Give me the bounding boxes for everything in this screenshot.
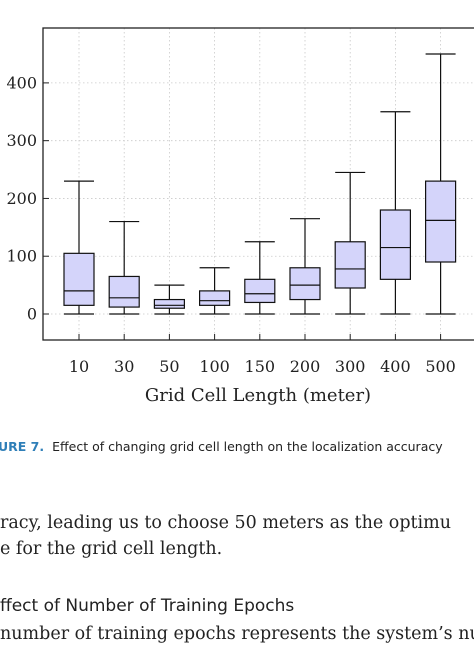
box-500: [425, 53, 457, 315]
box-iqr-150: [244, 278, 276, 304]
y-tick-label-100: 100: [6, 247, 37, 266]
box-400: [379, 111, 411, 315]
y-tick-label-0: 0: [27, 305, 37, 324]
boxes: [63, 53, 457, 315]
box-300: [334, 171, 366, 315]
box-iqr-10: [63, 252, 95, 306]
box-iqr-400: [379, 209, 411, 280]
figure-caption: URE 7. Effect of changing grid cell lengt…: [0, 439, 474, 454]
box-200: [289, 218, 321, 315]
y-tick-label-400: 400: [6, 73, 37, 92]
box-iqr-200: [289, 267, 321, 301]
box-iqr-100: [199, 290, 231, 306]
x-axis-label: Grid Cell Length (meter): [145, 385, 371, 406]
box-100: [199, 267, 231, 315]
x-tick-label-300: 300: [335, 357, 366, 376]
box-iqr-30: [108, 275, 140, 308]
box-150: [244, 241, 276, 315]
y-tick-label-300: 300: [6, 131, 37, 150]
box-plot-chart: 0 100 200 300 400 10 30 50 100 150 200 300 400 500 G…: [6, 27, 474, 406]
box-iqr-50: [153, 298, 185, 309]
x-tick-label-30: 30: [114, 357, 134, 376]
paragraph-line-1: racy, leading us to choose 50 meters as …: [0, 513, 452, 533]
figure-label: URE 7.: [0, 439, 45, 454]
x-tick-label-50: 50: [159, 357, 179, 376]
box-30: [108, 220, 140, 315]
x-tick-label-400: 400: [380, 357, 411, 376]
x-tick-label-100: 100: [199, 357, 230, 376]
y-tick-labels: 0 100 200 300 400: [6, 73, 37, 323]
x-tick-label-150: 150: [245, 357, 276, 376]
box-iqr-300: [334, 241, 366, 289]
paragraph-next-line: number of training epochs represents the…: [0, 624, 474, 644]
y-tick-marks: [43, 82, 442, 340]
y-tick-label-200: 200: [6, 189, 37, 208]
box-iqr-500: [425, 180, 457, 263]
x-tick-label-200: 200: [290, 357, 321, 376]
section-heading: ffect of Number of Training Epochs: [0, 596, 295, 616]
x-tick-labels: 10 30 50 100 150 200 300 400 500: [69, 357, 456, 376]
x-tick-label-500: 500: [425, 357, 456, 376]
box-10: [63, 180, 95, 315]
box-50: [153, 284, 185, 315]
paragraph-line-2: e for the grid cell length.: [0, 539, 223, 559]
x-tick-label-10: 10: [69, 357, 89, 376]
caption-text: Effect of changing grid cell length on t…: [52, 439, 443, 454]
